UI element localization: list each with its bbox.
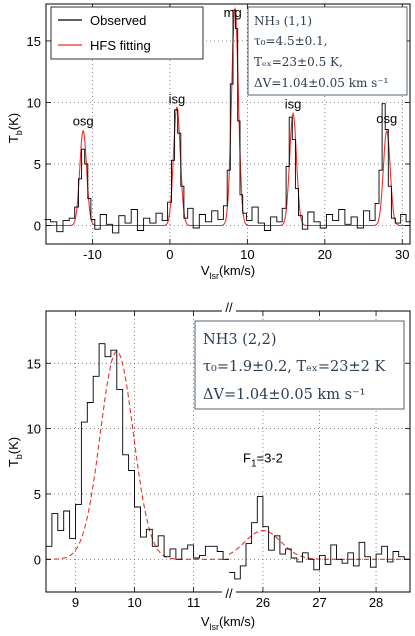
panel2-observed-series — [46, 343, 410, 580]
legend-observed-label: Observed — [90, 13, 146, 28]
legend-hfs-label: HFS fitting — [90, 38, 151, 53]
p1-annotation-isg: isg — [169, 91, 186, 106]
p2-ytick-label: 0 — [34, 552, 41, 567]
p1-xtick-label: 10 — [240, 247, 254, 262]
p1-annotation-isg: isg — [285, 96, 302, 111]
p2-ytick-label: 15 — [27, 356, 41, 371]
panel2-info-box: NH3 (2,2) τ₀=1.9±0.2, Tₑₓ=23±2 K ΔV=1.04… — [194, 320, 405, 410]
p2-ytick-label: 10 — [27, 422, 41, 437]
panel2-annotations: F1=3-2 — [243, 451, 283, 470]
p1-ytick-label: 10 — [27, 95, 41, 110]
p1-annotation-osg: osg — [73, 114, 94, 129]
legend-box — [50, 6, 204, 60]
panel-nh3-1-1: -10 0 10 20 30 0 5 10 15 osg isg mg isg osg Observed… — [6, 3, 411, 281]
p1-hfs-fit-line — [46, 6, 410, 227]
p1-ytick-label: 5 — [34, 157, 41, 172]
p1-annotation-osg: osg — [376, 111, 397, 126]
p2-xtick-label: 28 — [369, 595, 383, 610]
panel1-info-frame — [247, 6, 408, 96]
panel1-fit-series — [46, 6, 410, 227]
panel2-ylabel: Tb(K) — [6, 437, 24, 467]
break-mark-bottom: // — [225, 586, 233, 601]
panel2-xlabel: Vlsr(km/s) — [201, 614, 255, 632]
p2-ytick-label: 5 — [34, 487, 41, 502]
panel2-info-line1: NH3 (2,2) — [203, 332, 277, 348]
p1-xtick-label: 0 — [166, 247, 173, 262]
panel1-annotations: osg isg mg isg osg — [73, 5, 398, 128]
break-gap-top — [222, 301, 236, 315]
p1-observed-line — [44, 9, 411, 234]
p2-xtick-label: 11 — [187, 595, 201, 610]
panel1-observed-series — [44, 9, 411, 234]
panel1-info-line4: ΔV=1.04±0.05 km s⁻¹ — [254, 76, 388, 90]
p1-xtick-label: 30 — [395, 247, 409, 262]
p2-xtick-label: 10 — [127, 595, 141, 610]
p2-xtick-label: 26 — [256, 595, 270, 610]
panel1-info-line1: NH₃ (1,1) — [254, 14, 312, 28]
p1-ytick-label: 15 — [27, 34, 41, 49]
panel2-info-frame — [194, 320, 405, 410]
p1-xtick-label: -10 — [83, 247, 102, 262]
p1-ytick-label: 0 — [34, 219, 41, 234]
panel2-ticks: 9 10 11 26 27 28 0 5 10 15 — [27, 311, 410, 610]
panel1-info-box: NH₃ (1,1) τ₀=4.5±0.1, Tₑₓ=23±0.5 K, ΔV=1… — [247, 6, 408, 96]
panel1-info-line3: Tₑₓ=23±0.5 K, — [254, 55, 343, 69]
panel2-grid — [46, 311, 410, 592]
p2-observed-segment1 — [46, 343, 229, 560]
p2-xtick-label: 27 — [312, 595, 326, 610]
p1-annotation-mg: mg — [224, 5, 242, 20]
p2-hfs-fit-segment1 — [46, 350, 229, 560]
p2-xtick-label: 9 — [72, 595, 79, 610]
panel1-ylabel: Tb(K) — [6, 113, 24, 143]
panel2-info-line2: τ₀=1.9±0.2, Tₑₓ=23±2 K — [203, 359, 386, 375]
break-mark-top: // — [225, 300, 233, 315]
break-gap-bottom — [222, 586, 236, 600]
p2-annotation-f1: F1=3-2 — [243, 451, 283, 470]
panel2-info-line3: ΔV=1.04±0.05 km s⁻¹ — [203, 387, 365, 403]
panel1-info-line2: τ₀=4.5±0.1, — [254, 34, 328, 48]
panel1-frame — [45, 3, 411, 245]
legend: Observed HFS fitting — [50, 6, 204, 60]
panel-nh3-2-2: 9 10 11 26 27 28 0 5 10 15 F1=3-2 // // NH3 (2,2)… — [6, 300, 411, 632]
panel1-ticks: -10 0 10 20 30 0 5 10 15 — [27, 4, 410, 262]
p2-observed-segment2 — [229, 496, 410, 580]
p1-xtick-label: 20 — [318, 247, 332, 262]
panel1-xlabel: Vlsr(km/s) — [201, 263, 255, 281]
